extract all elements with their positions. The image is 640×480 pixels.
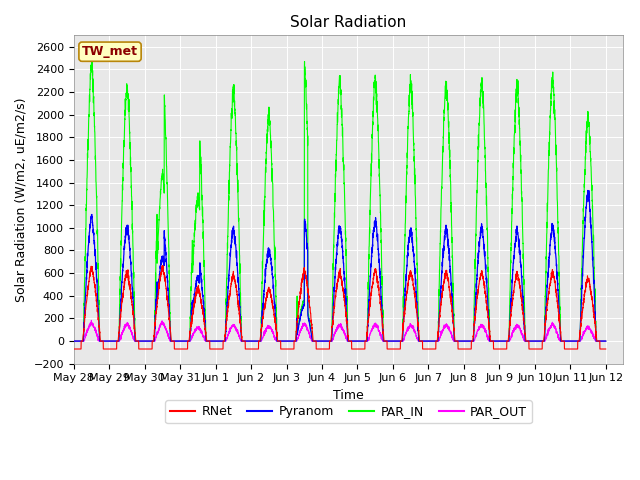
PAR_OUT xyxy=(88,317,95,323)
Line: PAR_IN: PAR_IN xyxy=(74,58,605,341)
PAR_OUT xyxy=(134,338,142,344)
RNet xyxy=(126,287,134,293)
Pyranom xyxy=(602,338,609,344)
PAR_OUT xyxy=(127,326,134,332)
PAR_OUT xyxy=(326,338,334,344)
PAR_IN xyxy=(602,338,609,344)
RNet xyxy=(481,291,489,297)
Text: TW_met: TW_met xyxy=(82,45,138,58)
RNet xyxy=(438,288,446,294)
Legend: RNet, Pyranom, PAR_IN, PAR_OUT: RNet, Pyranom, PAR_IN, PAR_OUT xyxy=(165,400,532,423)
RNet xyxy=(70,346,77,352)
Title: Solar Radiation: Solar Radiation xyxy=(291,15,407,30)
PAR_IN xyxy=(88,55,95,61)
PAR_OUT xyxy=(70,338,77,344)
PAR_OUT xyxy=(602,338,609,344)
Pyranom xyxy=(134,338,142,344)
Pyranom xyxy=(248,338,256,344)
RNet xyxy=(248,346,256,352)
PAR_IN xyxy=(134,338,142,344)
PAR_OUT xyxy=(438,328,446,334)
PAR_IN xyxy=(70,338,77,344)
RNet xyxy=(134,338,142,344)
Line: PAR_OUT: PAR_OUT xyxy=(74,320,605,341)
PAR_IN xyxy=(127,140,134,145)
PAR_OUT xyxy=(248,338,256,344)
Pyranom xyxy=(438,263,446,269)
Pyranom xyxy=(584,188,591,193)
RNet xyxy=(326,338,334,344)
PAR_OUT xyxy=(481,326,489,332)
PAR_IN xyxy=(481,147,489,153)
PAR_IN xyxy=(326,338,334,344)
PAR_IN xyxy=(248,338,256,344)
RNet xyxy=(602,346,609,352)
X-axis label: Time: Time xyxy=(333,389,364,402)
Pyranom xyxy=(481,256,489,262)
Pyranom xyxy=(126,255,134,261)
Y-axis label: Solar Radiation (W/m2, uE/m2/s): Solar Radiation (W/m2, uE/m2/s) xyxy=(15,97,28,302)
Pyranom xyxy=(70,338,77,344)
Line: RNet: RNet xyxy=(74,265,605,349)
Line: Pyranom: Pyranom xyxy=(74,191,605,341)
RNet xyxy=(158,263,166,268)
Pyranom xyxy=(326,338,334,344)
PAR_IN xyxy=(438,153,446,158)
